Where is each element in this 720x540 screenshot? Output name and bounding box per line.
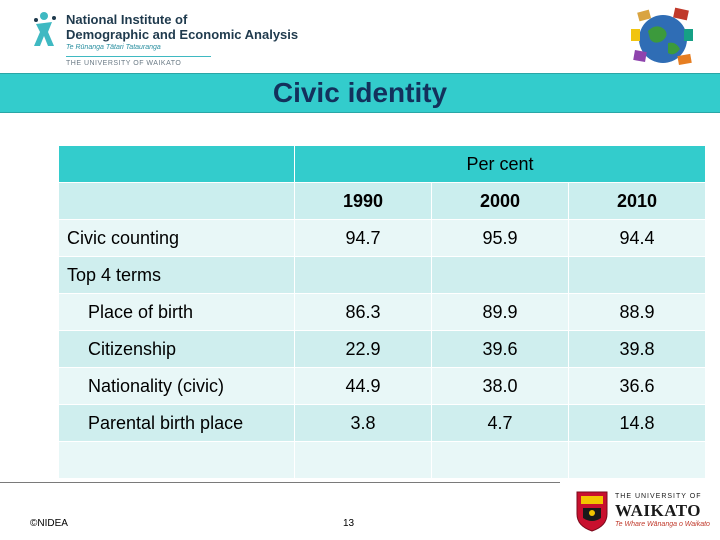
table-cell: 39.8 [568, 330, 706, 368]
year-header: 2010 [568, 182, 706, 220]
waikato-name: WAIKATO [615, 501, 702, 520]
table-row: Place of birth 86.3 89.9 88.9 [58, 293, 706, 331]
table-cell [431, 256, 569, 294]
table-cell: 88.9 [568, 293, 706, 331]
table-cell [568, 441, 706, 479]
table-cell: 4.7 [431, 404, 569, 442]
row-label: Civic counting [58, 219, 295, 257]
table-cell: 86.3 [294, 293, 432, 331]
table-cell [294, 441, 432, 479]
page-number: 13 [343, 518, 355, 529]
copyright-text: ©NIDEA [30, 518, 68, 529]
table-cell: 94.7 [294, 219, 432, 257]
nidea-logo: National Institute of Demographic and Ec… [30, 10, 298, 67]
university-crest-icon [576, 491, 608, 532]
per-cent-header: Per cent [294, 145, 706, 183]
year-header: 1990 [294, 182, 432, 220]
table-row [58, 441, 706, 479]
table-cell [568, 256, 706, 294]
nidea-figure-icon [34, 12, 56, 46]
civic-identity-table: Per cent 1990 2000 2010 Civic counting 9… [58, 145, 706, 479]
table-cell: 39.6 [431, 330, 569, 368]
table-years-row: 1990 2000 2010 [58, 182, 706, 220]
table-row: Nationality (civic) 44.9 38.0 36.6 [58, 367, 706, 405]
row-label: Nationality (civic) [58, 367, 295, 405]
table-row: Parental birth place 3.8 4.7 14.8 [58, 404, 706, 442]
table-cell: 14.8 [568, 404, 706, 442]
row-label: Parental birth place [58, 404, 295, 442]
waikato-maori-name: Te Whare Wānanga o Waikato [615, 521, 710, 528]
waikato-logo: THE UNIVERSITY OF WAIKATO Te Whare Wānan… [575, 490, 715, 535]
table-cell: 36.6 [568, 367, 706, 405]
table-cell [294, 256, 432, 294]
row-label [58, 441, 295, 479]
table-cell: 89.9 [431, 293, 569, 331]
footer-divider [0, 482, 560, 483]
table-cell: 94.4 [568, 219, 706, 257]
globe-collage-icon [631, 7, 693, 65]
row-label: Place of birth [58, 293, 295, 331]
table-row: Top 4 terms [58, 256, 706, 294]
row-label: Top 4 terms [58, 256, 295, 294]
logo-org-line1: National Institute of [66, 12, 188, 27]
table-cell: 38.0 [431, 367, 569, 405]
year-header: 2000 [431, 182, 569, 220]
table-cell: 44.9 [294, 367, 432, 405]
logo-maori-name: Te Rūnanga Tātari Tatauranga [66, 44, 161, 51]
row-label: Citizenship [58, 330, 295, 368]
table-cell: 95.9 [431, 219, 569, 257]
years-label-cell [58, 182, 295, 220]
title-band: Civic identity [0, 73, 720, 113]
table-row: Citizenship 22.9 39.6 39.8 [58, 330, 706, 368]
table-cell: 3.8 [294, 404, 432, 442]
table-row: Civic counting 94.7 95.9 94.4 [58, 219, 706, 257]
slide-title: Civic identity [272, 77, 448, 108]
table-header-row: Per cent [58, 145, 706, 183]
logo-divider [66, 56, 211, 57]
table-cell: 22.9 [294, 330, 432, 368]
waikato-line1: THE UNIVERSITY OF [615, 493, 702, 500]
table-corner-cell [58, 145, 295, 183]
logo-org-line2: Demographic and Economic Analysis [66, 27, 299, 42]
table-cell [431, 441, 569, 479]
logo-university: THE UNIVERSITY OF WAIKATO [66, 60, 182, 67]
